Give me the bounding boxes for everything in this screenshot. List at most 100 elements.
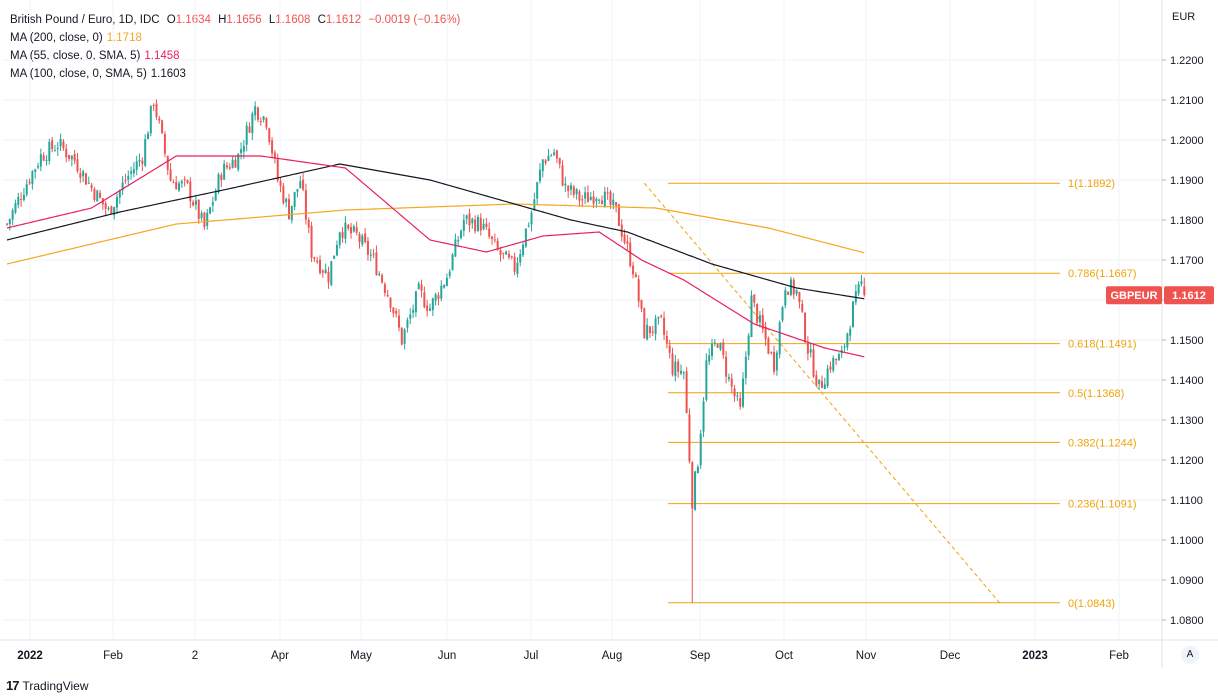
candle-body — [93, 188, 96, 200]
candle-body — [169, 169, 172, 181]
candle-body — [665, 336, 668, 344]
candle-body — [87, 182, 90, 184]
ma100-line — [6, 163, 865, 300]
time-tick-label: Feb — [1109, 650, 1129, 662]
time-tick-label: Sep — [690, 650, 710, 662]
candle-body — [273, 152, 276, 158]
price-tick-label: 1.1100 — [1170, 495, 1203, 507]
candle-body — [290, 205, 293, 221]
candle-body — [225, 165, 228, 168]
legend-high: 1.1656 — [226, 14, 262, 26]
candle-body — [392, 307, 395, 314]
candle-body — [806, 343, 809, 354]
candle-body — [423, 292, 426, 308]
candle-body — [445, 277, 448, 287]
candle-body — [499, 250, 502, 255]
fib-level-label: 0.5(1.1368) — [1068, 388, 1124, 400]
candle-body — [31, 171, 34, 185]
candle-body — [547, 155, 550, 162]
candle-body — [406, 320, 409, 328]
candle-body — [426, 305, 429, 311]
candle-body — [138, 159, 141, 162]
candle-body — [358, 234, 361, 243]
fib-level-label: 0.236(1.1091) — [1068, 499, 1137, 511]
candle-body — [355, 227, 358, 233]
candle-body — [375, 252, 378, 275]
last-price-tag-bg — [1164, 286, 1214, 305]
candle-body — [51, 140, 54, 150]
candle-body — [852, 301, 854, 328]
candle-body — [519, 254, 522, 263]
candle-body — [403, 329, 406, 344]
time-tick-label: 2 — [192, 650, 198, 662]
legend-price-row[interactable]: British Pound / Euro, 1D, IDC O1.1634 H1… — [10, 11, 460, 29]
candle-body — [617, 204, 620, 226]
price-tick-label: 1.1500 — [1170, 335, 1204, 347]
fibonacci-retracement: 1(1.1892) 0.786(1.1667) 0.618(1.1491) 0.5(1… — [643, 178, 1137, 610]
candle-body — [259, 120, 262, 122]
candle-body — [307, 219, 310, 228]
candle-body — [505, 251, 508, 255]
candle-body — [327, 271, 330, 283]
candle-body — [595, 198, 598, 202]
candle-body — [609, 191, 612, 205]
candle-body — [626, 241, 629, 244]
candle-body — [440, 285, 443, 299]
candle-body — [256, 107, 259, 120]
candle-body — [513, 256, 516, 272]
candle-body — [321, 270, 324, 273]
candle-body — [640, 300, 643, 309]
candle-body — [592, 196, 595, 204]
candle-body — [161, 120, 164, 133]
legend-c-label: C — [317, 14, 326, 26]
candle-body — [121, 182, 124, 191]
candle-body — [22, 194, 25, 201]
candlestick-series — [6, 99, 866, 603]
candle-body — [702, 401, 705, 432]
ma55-line — [6, 155, 865, 358]
legend-ma55-row[interactable]: MA (55, close, 0, SMA, 5) 1.1458 — [10, 47, 460, 65]
candle-body — [775, 352, 778, 371]
candle-body — [798, 292, 801, 303]
candle-body — [113, 206, 116, 216]
candle-body — [248, 126, 251, 133]
candle-body — [333, 255, 336, 259]
candle-body — [245, 125, 248, 145]
candle-body — [711, 343, 713, 357]
candle-body — [443, 285, 446, 288]
legend-low: 1.1608 — [275, 14, 311, 26]
moving-averages — [6, 155, 865, 358]
candle-body — [815, 375, 818, 386]
fib-trend-line — [643, 182, 1001, 604]
time-axis: 2022 Feb 2 Apr May Jun Jul Aug Sep Oct Nov Dec 2023 F… — [0, 639, 1218, 662]
candle-body — [99, 192, 102, 198]
candle-body — [496, 240, 499, 250]
legend-ma200-row[interactable]: MA (200, close, 0) 1.1718 — [10, 29, 460, 47]
candle-body — [304, 190, 307, 220]
candle-body — [48, 141, 51, 161]
candle-body — [189, 181, 192, 202]
candle-body — [742, 378, 745, 407]
candle-body — [231, 159, 234, 168]
candle-body — [606, 192, 609, 194]
candle-body — [660, 315, 663, 317]
auto-scale-button[interactable]: A — [1181, 646, 1199, 664]
candle-body — [6, 223, 8, 225]
candle-body — [629, 242, 632, 267]
candle-body — [471, 218, 474, 224]
candle-body — [691, 462, 694, 509]
legend-l-label: L — [268, 14, 276, 26]
candle-body — [53, 150, 56, 152]
tradingview-brand[interactable]: 17 TradingView — [6, 678, 89, 693]
candle-body — [530, 212, 533, 225]
candle-body — [753, 294, 756, 303]
candle-body — [773, 351, 776, 372]
candle-body — [648, 326, 651, 334]
fib-level-label: 0.382(1.1244) — [1068, 437, 1137, 449]
candle-body — [553, 152, 556, 155]
legend-open: 1.1634 — [175, 14, 211, 26]
time-tick-label: Feb — [103, 650, 123, 662]
candle-body — [378, 273, 381, 276]
candle-body — [316, 260, 319, 263]
